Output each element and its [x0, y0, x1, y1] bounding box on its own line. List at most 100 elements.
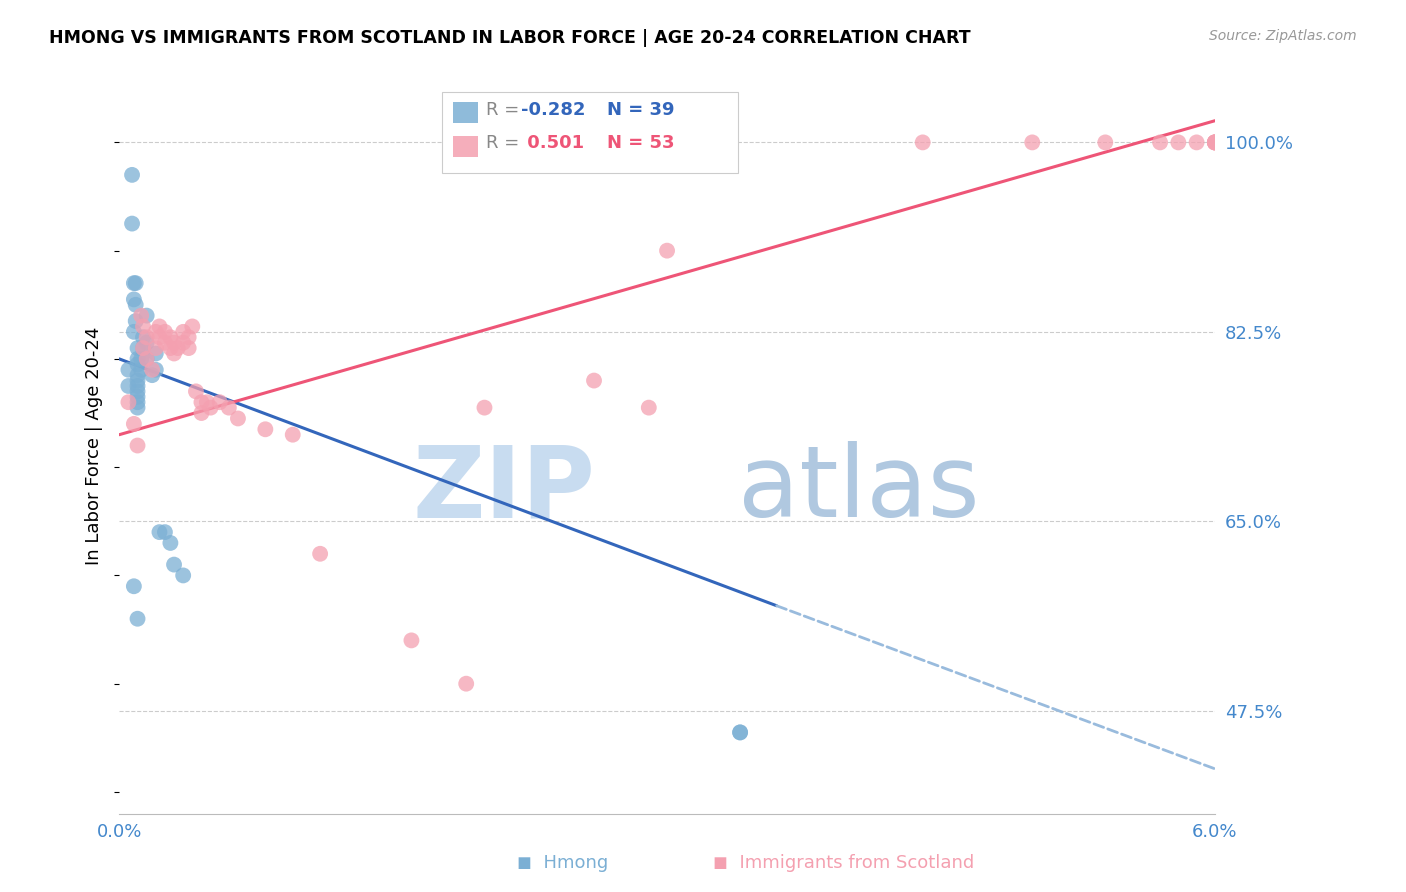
Point — [141, 368, 163, 383]
Bar — [453, 136, 478, 157]
Point — [145, 325, 167, 339]
Point — [132, 341, 155, 355]
Point — [153, 335, 176, 350]
Text: atlas: atlas — [738, 442, 980, 538]
Point — [159, 341, 181, 355]
Point — [121, 168, 143, 182]
Point — [127, 374, 149, 388]
Point — [121, 217, 143, 231]
Point — [127, 351, 149, 366]
Text: ZIP: ZIP — [413, 442, 596, 538]
Text: R =: R = — [486, 101, 526, 119]
Point — [184, 384, 207, 399]
Point — [122, 276, 145, 290]
Point — [401, 633, 423, 648]
Point — [655, 244, 678, 258]
Point — [1204, 136, 1226, 150]
Point — [1094, 136, 1116, 150]
Bar — [453, 103, 478, 123]
Point — [135, 351, 157, 366]
Point — [145, 363, 167, 377]
Point — [125, 276, 148, 290]
Point — [163, 346, 186, 360]
Point — [728, 725, 751, 739]
Point — [135, 330, 157, 344]
Point — [582, 374, 605, 388]
Text: 0.501: 0.501 — [522, 134, 585, 153]
Point — [195, 395, 218, 409]
Text: ◼  Hmong: ◼ Hmong — [517, 855, 607, 872]
Point — [181, 319, 204, 334]
Point — [127, 612, 149, 626]
Point — [1167, 136, 1189, 150]
Point — [254, 422, 277, 436]
Point — [1021, 136, 1043, 150]
Text: N = 39: N = 39 — [607, 101, 675, 119]
Point — [127, 438, 149, 452]
Point — [117, 379, 139, 393]
Point — [911, 136, 934, 150]
Text: ◼  Immigrants from Scotland: ◼ Immigrants from Scotland — [713, 855, 974, 872]
Point — [456, 676, 478, 690]
Point — [127, 395, 149, 409]
Point — [125, 314, 148, 328]
Point — [117, 363, 139, 377]
Point — [127, 341, 149, 355]
Point — [127, 390, 149, 404]
Point — [153, 325, 176, 339]
Point — [159, 330, 181, 344]
Point — [132, 330, 155, 344]
Point — [127, 357, 149, 371]
Point — [1204, 136, 1226, 150]
Point — [127, 368, 149, 383]
Point — [122, 293, 145, 307]
Point — [218, 401, 240, 415]
Point — [148, 525, 170, 540]
Point — [1204, 136, 1226, 150]
Text: HMONG VS IMMIGRANTS FROM SCOTLAND IN LABOR FORCE | AGE 20-24 CORRELATION CHART: HMONG VS IMMIGRANTS FROM SCOTLAND IN LAB… — [49, 29, 970, 46]
Point — [172, 568, 194, 582]
Point — [1204, 136, 1226, 150]
Point — [135, 309, 157, 323]
Point — [172, 325, 194, 339]
Point — [132, 341, 155, 355]
Y-axis label: In Labor Force | Age 20-24: In Labor Force | Age 20-24 — [86, 326, 103, 565]
Point — [208, 395, 231, 409]
Point — [141, 363, 163, 377]
Text: R =: R = — [486, 134, 526, 153]
Point — [127, 384, 149, 399]
Point — [226, 411, 249, 425]
Point — [127, 401, 149, 415]
Point — [1204, 136, 1226, 150]
Point — [148, 330, 170, 344]
Point — [728, 725, 751, 739]
Point — [122, 579, 145, 593]
Point — [1149, 136, 1171, 150]
Point — [153, 525, 176, 540]
Point — [177, 341, 200, 355]
Point — [122, 417, 145, 431]
Point — [129, 351, 152, 366]
Point — [127, 379, 149, 393]
Text: N = 53: N = 53 — [607, 134, 675, 153]
Point — [117, 395, 139, 409]
Point — [200, 401, 222, 415]
Point — [159, 536, 181, 550]
Point — [1185, 136, 1208, 150]
Point — [637, 401, 659, 415]
Point — [281, 427, 304, 442]
Point — [172, 335, 194, 350]
Point — [135, 335, 157, 350]
Point — [132, 319, 155, 334]
Text: Source: ZipAtlas.com: Source: ZipAtlas.com — [1209, 29, 1357, 43]
Point — [122, 325, 145, 339]
Point — [190, 406, 212, 420]
Text: -0.282: -0.282 — [522, 101, 586, 119]
Point — [190, 395, 212, 409]
Point — [177, 330, 200, 344]
Point — [129, 363, 152, 377]
Point — [145, 346, 167, 360]
Point — [166, 341, 188, 355]
Point — [309, 547, 332, 561]
Point — [129, 309, 152, 323]
